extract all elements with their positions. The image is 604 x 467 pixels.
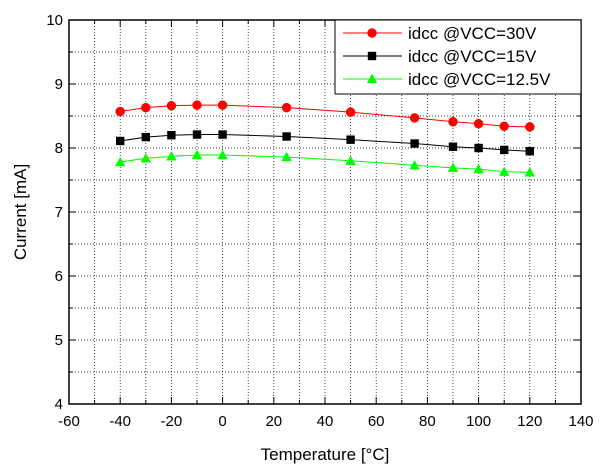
legend-label: idcc @VCC=30V	[408, 24, 537, 43]
data-point	[191, 149, 203, 160]
x-tick-label: -40	[109, 413, 131, 430]
x-tick-label: 80	[419, 413, 436, 430]
series-2	[116, 130, 534, 156]
legend-item: idcc @VCC=15V	[343, 47, 537, 66]
data-point	[345, 155, 356, 165]
data-point	[447, 162, 459, 172]
data-point	[499, 121, 509, 131]
legend-item: idcc @VCC=12.5V	[343, 70, 551, 89]
y-tick-label: 7	[55, 204, 63, 221]
series-1	[115, 100, 535, 132]
data-point	[409, 160, 420, 170]
data-point	[281, 151, 292, 162]
data-point	[345, 107, 356, 117]
legend-label: idcc @VCC=15V	[408, 47, 537, 66]
data-point	[473, 118, 484, 129]
data-point	[141, 102, 151, 113]
data-point	[116, 136, 125, 146]
data-point	[499, 166, 510, 176]
x-tick-label: 100	[466, 413, 491, 430]
series-line	[120, 134, 530, 152]
x-tick-label: 140	[568, 413, 593, 430]
x-tick-label: 0	[218, 413, 226, 430]
x-axis-title: Temperature [°C]	[261, 445, 390, 464]
legend-item: idcc @VCC=30V	[343, 24, 537, 43]
data-point	[525, 147, 534, 156]
data-point	[115, 156, 126, 167]
y-tick-label: 6	[55, 268, 63, 285]
data-point	[500, 145, 509, 155]
data-point	[217, 100, 228, 110]
data-point	[281, 102, 292, 113]
data-point	[282, 132, 291, 141]
x-tick-label: -20	[161, 413, 183, 430]
data-point	[473, 163, 484, 174]
y-tick-label: 9	[55, 76, 63, 93]
data-point	[115, 106, 125, 117]
y-tick-label: 8	[55, 140, 63, 157]
data-point	[192, 130, 202, 139]
data-point	[367, 51, 377, 61]
data-point	[218, 130, 227, 139]
series-layer	[115, 100, 535, 177]
y-axis-title: Current [mA]	[11, 164, 30, 260]
data-point	[448, 117, 458, 127]
legend-label: idcc @VCC=12.5V	[408, 70, 551, 89]
y-tick-label: 5	[55, 332, 63, 349]
x-tick-label: -60	[58, 413, 80, 430]
x-tick-label: 40	[317, 413, 334, 430]
data-point	[166, 151, 177, 161]
y-tick-label: 4	[55, 396, 63, 413]
legend: idcc @VCC=30V idcc @VCC=15V idcc @VCC=12.5…	[334, 19, 582, 95]
data-point	[366, 73, 378, 84]
series-line	[120, 154, 530, 173]
data-point	[141, 132, 150, 142]
data-point	[410, 139, 419, 148]
data-point	[525, 122, 535, 132]
data-point	[140, 153, 151, 163]
y-tick-label: 10	[46, 12, 63, 29]
data-point	[192, 100, 202, 110]
data-point	[367, 28, 377, 38]
data-point	[474, 143, 483, 153]
x-tick-label: 120	[517, 413, 542, 430]
data-point	[524, 167, 535, 177]
data-point	[166, 101, 177, 111]
series-3	[115, 149, 535, 177]
data-point	[167, 131, 176, 140]
x-tick-label: 20	[265, 413, 282, 430]
tick-labels: -60 -40 -20 0 20 40 60 80 100 120 140 4 5 6 7 8 9 10	[46, 12, 593, 430]
data-point	[217, 149, 228, 160]
x-tick-label: 60	[368, 413, 385, 430]
data-point	[346, 135, 355, 144]
data-point	[448, 142, 458, 151]
data-point	[409, 113, 420, 123]
